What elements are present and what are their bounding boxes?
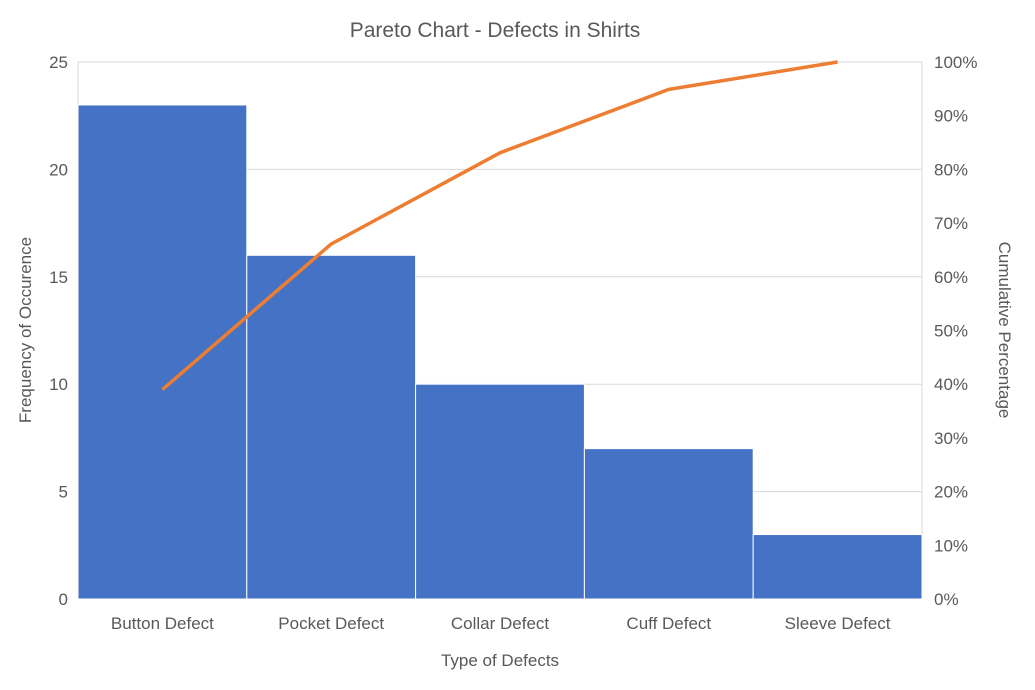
bar xyxy=(752,534,923,600)
y-tick-label: 25 xyxy=(49,53,68,72)
y2-tick-label: 40% xyxy=(934,375,968,394)
right-axis-ticks: 0% 10% 20% 30% 40% 50% 60% 70% 80% 90% 100% xyxy=(934,53,977,609)
y2-tick-label: 30% xyxy=(934,429,968,448)
y2-tick-label: 50% xyxy=(934,322,968,341)
category-label: Cuff Defect xyxy=(626,614,711,633)
y-tick-label: 10 xyxy=(49,375,68,394)
y-axis-title: Frequency of Occurence xyxy=(16,237,35,423)
left-axis-ticks: 0 5 10 15 20 25 xyxy=(49,53,68,609)
y2-tick-label: 100% xyxy=(934,53,977,72)
y2-tick-label: 60% xyxy=(934,268,968,287)
y-tick-label: 5 xyxy=(59,483,68,502)
bar-series xyxy=(77,104,923,600)
y2-tick-label: 90% xyxy=(934,107,968,126)
bar xyxy=(415,383,585,600)
cumulative-line xyxy=(161,60,838,391)
category-label: Pocket Defect xyxy=(278,614,384,633)
bar xyxy=(246,254,417,600)
category-axis-labels: Button Defect Pocket Defect Collar Defect C… xyxy=(111,614,891,633)
category-label: Collar Defect xyxy=(451,614,550,633)
y2-axis-title: Cumulative Percentage xyxy=(995,242,1014,419)
y2-tick-label: 80% xyxy=(934,160,968,179)
y2-tick-label: 20% xyxy=(934,483,968,502)
y2-tick-label: 10% xyxy=(934,536,968,555)
x-axis-title: Type of Defects xyxy=(441,651,559,670)
cumulative-line-series xyxy=(161,60,838,391)
y2-tick-label: 70% xyxy=(934,214,968,233)
category-label: Button Defect xyxy=(111,614,214,633)
y-tick-label: 20 xyxy=(49,160,68,179)
chart-title: Pareto Chart - Defects in Shirts xyxy=(350,19,641,42)
y2-tick-label: 0% xyxy=(934,590,959,609)
y-tick-label: 15 xyxy=(49,268,68,287)
bar xyxy=(583,448,754,600)
bar xyxy=(77,104,248,600)
y-tick-label: 0 xyxy=(59,590,68,609)
category-label: Sleeve Defect xyxy=(785,614,891,633)
